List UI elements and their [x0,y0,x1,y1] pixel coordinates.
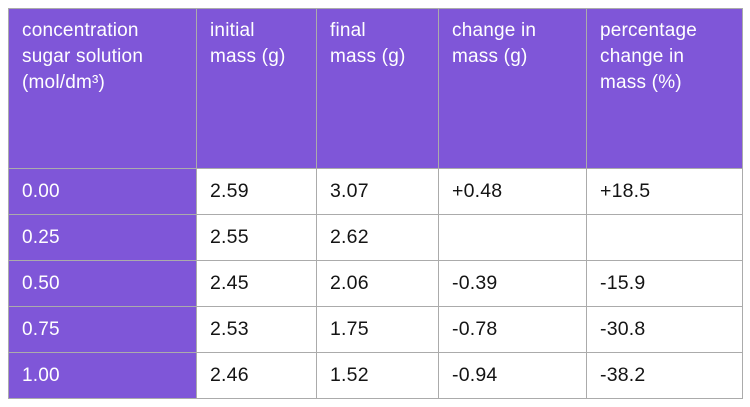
cell-change-in-mass: -0.78 [438,306,587,353]
cell-change-in-mass-empty [438,214,587,261]
row-label-concentration: 0.00 [8,168,197,215]
cell-percentage-change: +18.5 [586,168,743,215]
cell-change-in-mass: -0.94 [438,352,587,399]
cell-change-in-mass: -0.39 [438,260,587,307]
header-cell-change-in-mass: change in mass (g) [438,8,587,169]
cell-percentage-change: -30.8 [586,306,743,353]
table-row: 0.75 2.53 1.75 -0.78 -30.8 [8,306,743,353]
table-row: 0.50 2.45 2.06 -0.39 -15.9 [8,260,743,307]
cell-initial-mass: 2.55 [196,214,317,261]
cell-percentage-change: -15.9 [586,260,743,307]
table-row: 0.00 2.59 3.07 +0.48 +18.5 [8,168,743,215]
cell-initial-mass: 2.53 [196,306,317,353]
cell-initial-mass: 2.45 [196,260,317,307]
cell-initial-mass: 2.46 [196,352,317,399]
table-row: 1.00 2.46 1.52 -0.94 -38.2 [8,352,743,399]
header-cell-initial-mass: initial mass (g) [196,8,317,169]
header-row: concentration sugar solution (mol/dm³) i… [8,8,743,169]
cell-percentage-change: -38.2 [586,352,743,399]
header-cell-percentage-change: percentage change in mass (%) [586,8,743,169]
cell-final-mass: 1.75 [316,306,439,353]
cell-final-mass: 1.52 [316,352,439,399]
cell-change-in-mass: +0.48 [438,168,587,215]
table-row: 0.25 2.55 2.62 [8,214,743,261]
cell-percentage-change-empty [586,214,743,261]
cell-initial-mass: 2.59 [196,168,317,215]
cell-final-mass: 2.06 [316,260,439,307]
header-cell-final-mass: final mass (g) [316,8,439,169]
row-label-concentration: 0.50 [8,260,197,307]
row-label-concentration: 1.00 [8,352,197,399]
header-cell-concentration: concentration sugar solution (mol/dm³) [8,8,197,169]
cell-final-mass: 2.62 [316,214,439,261]
row-label-concentration: 0.25 [8,214,197,261]
cell-final-mass: 3.07 [316,168,439,215]
results-table: concentration sugar solution (mol/dm³) i… [8,8,743,399]
row-label-concentration: 0.75 [8,306,197,353]
